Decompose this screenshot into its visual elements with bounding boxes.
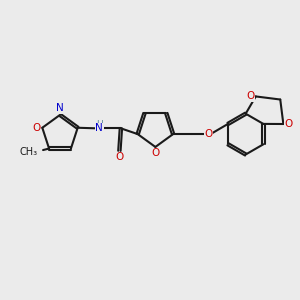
- Text: O: O: [115, 152, 124, 162]
- Text: H: H: [96, 120, 103, 129]
- Text: O: O: [151, 148, 160, 158]
- Text: O: O: [204, 129, 212, 139]
- Text: N: N: [95, 123, 103, 134]
- Text: O: O: [246, 92, 254, 101]
- Text: O: O: [33, 123, 41, 133]
- Text: CH₃: CH₃: [20, 146, 38, 157]
- Text: O: O: [285, 119, 293, 129]
- Text: N: N: [56, 103, 64, 113]
